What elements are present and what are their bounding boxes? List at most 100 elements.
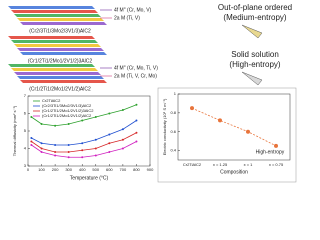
data-point — [108, 142, 111, 145]
y-axis-label: Electric conductivity (10⁶ S m⁻¹) — [162, 98, 167, 155]
x-tick-label: 400 — [79, 167, 86, 172]
data-point — [81, 149, 84, 152]
solid-label: Solid solution — [231, 50, 279, 59]
data-point — [54, 124, 57, 127]
data-point — [121, 128, 124, 131]
data-point — [135, 140, 138, 143]
data-point — [108, 112, 111, 115]
icon-solid — [241, 71, 263, 86]
data-point — [108, 133, 111, 136]
x-tick-label: 100 — [38, 167, 45, 172]
data-point — [54, 144, 57, 146]
data-point — [30, 144, 33, 146]
crystal-layer — [8, 6, 95, 9]
data-point — [190, 106, 194, 111]
data-point — [108, 151, 111, 153]
legend-label: (Cr1/2Ti1/2Mo1/2V1/2)AlC2 — [42, 113, 92, 118]
figure: Out-of-plane ordered (Medium-entropy) So… — [8, 3, 297, 183]
data-point — [67, 123, 70, 125]
data-point — [121, 109, 124, 111]
data-point — [67, 151, 70, 153]
legend-label: (Cr1/2Ti1/2Mo1/2V1/2)3AlC2 — [42, 108, 94, 113]
y-tick-label: 6 — [24, 111, 27, 116]
data-point — [30, 137, 33, 139]
crystal-layer — [20, 80, 107, 83]
formula: (Cr2/3Ti1/3Mo2/3V1/3)AlC2 — [29, 28, 91, 34]
y-tick-label: 1 — [174, 91, 177, 96]
crystal-layer — [14, 72, 101, 75]
data-point — [54, 151, 57, 153]
x-axis-label: Composition — [220, 169, 248, 175]
x-tick-label: Cr2TiAlC2 — [183, 162, 202, 167]
data-point — [94, 116, 97, 118]
y-tick-label: 7 — [24, 93, 27, 98]
x-tick-label: 300 — [65, 167, 72, 172]
solid-sub: (High-entropy) — [229, 60, 280, 69]
crystal-layer — [14, 14, 101, 17]
crystal-layer — [20, 52, 107, 55]
data-point — [94, 138, 97, 141]
crystal-layer — [17, 76, 104, 79]
crystal-layer — [11, 10, 98, 13]
ordered-sub: (Medium-entropy) — [223, 13, 286, 22]
data-point — [121, 147, 124, 150]
data-point — [135, 119, 138, 122]
data-point — [135, 131, 138, 134]
data-point — [40, 151, 43, 153]
x-axis-label: Temperature (°C) — [70, 175, 109, 181]
crystal-layer — [20, 22, 107, 25]
data-point — [81, 142, 84, 145]
data-point — [67, 144, 70, 146]
y-tick-label: 4 — [24, 146, 27, 151]
data-point — [94, 154, 97, 157]
data-point — [94, 147, 97, 150]
x-tick-label: x = 1.25 — [213, 162, 228, 167]
x-tick-label: 700 — [120, 167, 127, 172]
crystal-layer — [8, 64, 95, 67]
data-point — [40, 123, 43, 125]
x-tick-label: 800 — [133, 167, 140, 172]
x-tick-label: 900 — [147, 167, 154, 172]
plot-frame — [177, 93, 291, 161]
x-tick-label: 200 — [52, 167, 59, 172]
data-point — [30, 140, 33, 143]
data-point — [246, 129, 250, 134]
crystal-layer — [14, 44, 101, 47]
formula: (Cr1/2Ti1/2Mo1/2V1/2)3AlC2 — [28, 58, 93, 64]
site-label: 4f M'' (Cr, Mo, Ti, V) — [114, 65, 158, 71]
y-tick-label: 5 — [24, 128, 27, 133]
y-tick-label: 3 — [24, 163, 27, 168]
data-point — [274, 143, 278, 148]
crystal-layer — [11, 68, 98, 71]
data-point — [67, 156, 70, 159]
data-point — [30, 116, 33, 118]
data-point — [135, 103, 138, 106]
legend-label: (Cr2/3Ti1/3Mo2/3V1/3)AlC2 — [42, 103, 92, 108]
y-axis-label: Thermal diffusivity (mm² s⁻¹) — [12, 105, 17, 156]
y-tick-label: 0.8 — [170, 110, 176, 115]
site-label: 2a M (Ti, V, Cr, Mo) — [114, 73, 157, 79]
series-line — [191, 107, 277, 147]
icon-ordered — [241, 24, 263, 39]
crystal-layer — [17, 48, 104, 51]
panel-border — [157, 87, 297, 183]
data-point — [54, 154, 57, 157]
data-point — [218, 118, 222, 123]
site-label: 4f M'' (Cr, Mo, V) — [114, 7, 152, 13]
legend-label: Cr2TiAlC2 — [42, 98, 61, 103]
y-tick-label: 0.6 — [170, 129, 176, 134]
data-point — [121, 138, 124, 141]
series-line — [31, 120, 137, 146]
x-tick-label: x = 1 — [244, 162, 254, 167]
x-tick-label: 500 — [92, 167, 99, 172]
data-point — [40, 147, 43, 150]
site-label: 2a M (Ti, V) — [114, 15, 140, 21]
data-point — [40, 142, 43, 145]
crystal-layer — [11, 40, 98, 43]
annotation: High-entropy — [256, 149, 285, 155]
data-point — [81, 119, 84, 122]
formula: (Cr1/2Ti1/2Mo1/2V1/2)AlC2 — [29, 86, 91, 92]
x-tick-label: x = 0.75 — [269, 162, 284, 167]
crystal-layer — [17, 18, 104, 21]
data-point — [81, 156, 84, 159]
